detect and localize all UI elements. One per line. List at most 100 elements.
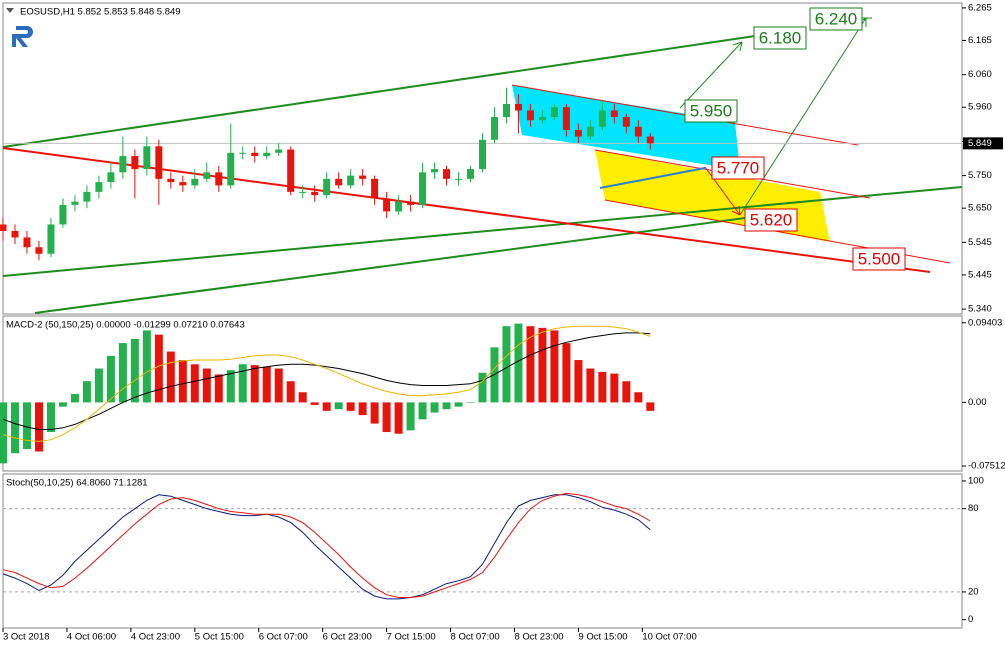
x-tick-label: 6 Oct 07:00 — [259, 632, 308, 643]
candle-body — [107, 172, 115, 183]
histogram-bar — [142, 330, 151, 403]
indicator-line — [2, 332, 651, 430]
y-tick-label: 5.445 — [968, 269, 992, 280]
y-tick-label: 0.00 — [968, 397, 987, 408]
candle-body — [467, 169, 475, 179]
stoch-panel — [2, 473, 963, 629]
candle-body — [119, 156, 127, 173]
indicator-line — [2, 494, 651, 600]
x-tick-label: 8 Oct 07:00 — [451, 632, 500, 643]
histogram-bar — [0, 402, 7, 464]
candle-body — [131, 156, 139, 170]
indicator-title: MACD-2 (50,150,25) 0.00000 -0.01299 0.07… — [6, 320, 245, 331]
y-tick-label: 6.265 — [968, 2, 992, 13]
indicator-line — [2, 492, 651, 598]
y-tick-label: 80 — [968, 503, 979, 514]
y-tick-label: 20 — [968, 586, 979, 597]
histogram-bar — [274, 368, 283, 403]
x-tick-label: 4 Oct 06:00 — [67, 632, 116, 643]
annotation-box — [711, 156, 765, 180]
histogram-bar — [202, 368, 211, 403]
candle-body — [443, 169, 451, 179]
candle-body — [490, 116, 498, 140]
histogram-bar — [466, 402, 475, 403]
histogram-bar — [514, 323, 523, 403]
candle-body — [610, 110, 618, 117]
candle-body — [538, 116, 546, 121]
annotation-box — [809, 7, 863, 31]
histogram-bar — [166, 351, 175, 403]
candle-body — [287, 149, 295, 192]
level-line — [599, 167, 706, 189]
candle-body — [311, 191, 319, 196]
histogram-bar — [646, 402, 655, 411]
logo-mark — [12, 26, 33, 47]
price-panel — [2, 2, 963, 315]
histogram-bar — [250, 365, 259, 403]
candle-body — [526, 110, 534, 121]
candle-body — [275, 149, 283, 153]
candle-body — [383, 198, 391, 212]
candle-body — [431, 169, 439, 173]
candle-body — [71, 201, 79, 205]
candle-body — [347, 175, 355, 186]
candle-body — [562, 107, 570, 131]
histogram-bar — [118, 343, 127, 403]
histogram-bar — [634, 392, 643, 403]
histogram-bar — [586, 368, 595, 403]
x-tick-label: 5 Oct 15:00 — [195, 632, 244, 643]
chart-title: EOSUSD,H1 5.852 5.853 5.848 5.849 — [20, 7, 181, 18]
histogram-bar — [610, 373, 619, 403]
histogram-bar — [538, 327, 547, 403]
x-tick-label: 4 Oct 23:00 — [131, 632, 180, 643]
histogram-bar — [238, 364, 247, 403]
annotation-label: 6.180 — [759, 28, 802, 47]
histogram-bar — [562, 343, 571, 403]
candle-body — [407, 201, 415, 205]
trend-line — [2, 186, 963, 277]
x-tick-label: 7 Oct 15:00 — [387, 632, 436, 643]
y-tick-label: 5.545 — [968, 237, 992, 248]
y-tick-label: -0.07512 — [968, 461, 1005, 472]
histogram-bar — [382, 402, 391, 433]
candle-body — [95, 182, 103, 192]
candles — [0, 87, 654, 261]
candle-body — [263, 152, 271, 157]
candle-body — [11, 230, 19, 238]
histogram-bar — [322, 402, 331, 411]
annotation-label: 5.620 — [750, 210, 793, 229]
x-tick-label: 9 Oct 15:00 — [578, 632, 627, 643]
candle-body — [335, 178, 343, 186]
histogram-bar — [394, 402, 403, 434]
histogram-bar — [430, 402, 439, 413]
y-tick-label: 6.060 — [968, 69, 992, 80]
annotation-label: 5.770 — [717, 158, 760, 177]
candle-body — [227, 152, 235, 186]
indicator-title: Stoch(50,10,25) 64.8060 71.1281 — [6, 478, 148, 489]
candle-body — [419, 172, 427, 205]
candle-body — [167, 178, 175, 183]
trend-line — [2, 35, 756, 148]
current-price-box — [963, 137, 1003, 150]
histogram-bar — [310, 402, 319, 405]
histogram-bar — [526, 326, 535, 403]
candle-body — [299, 191, 307, 193]
histogram-bar — [478, 372, 487, 403]
histogram-bar — [46, 402, 55, 433]
annotation-label: 5.500 — [858, 249, 901, 268]
candle-body — [251, 152, 259, 157]
candle-body — [23, 237, 31, 248]
histogram-bar — [418, 402, 427, 420]
histogram-bar — [22, 402, 31, 449]
candle-body — [574, 130, 582, 137]
x-tick-label: 10 Oct 07:00 — [642, 632, 696, 643]
histogram-bar — [154, 334, 163, 403]
histogram-bar — [58, 402, 67, 407]
y-tick-label: 100 — [968, 475, 984, 486]
candle-body — [550, 107, 558, 117]
candle-body — [634, 126, 642, 137]
histogram-bar — [190, 364, 199, 403]
y-tick-label: 5.650 — [968, 203, 992, 214]
